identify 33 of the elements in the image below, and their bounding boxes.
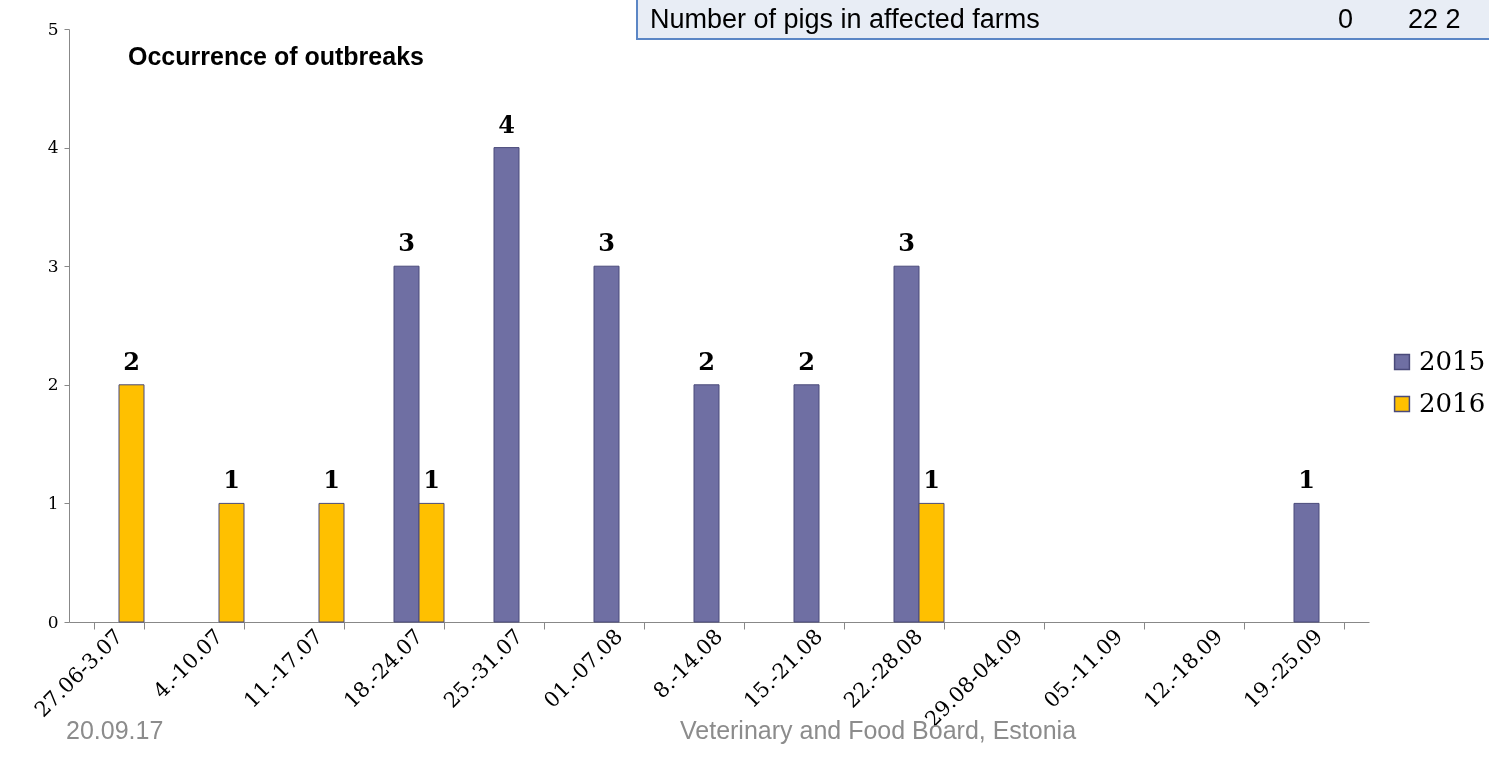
bar (793, 384, 820, 623)
legend-label: 2015 (1419, 346, 1486, 376)
y-tick-label: 3 (47, 255, 59, 276)
data-label: 1 (423, 465, 440, 495)
text: Occurrence of outbreaks (128, 42, 424, 71)
y-tick-label: 1 (47, 492, 59, 513)
text: 20.09.17 (66, 716, 164, 745)
annotation: Number of pigs in affected farms (650, 4, 1040, 35)
bar (493, 147, 520, 623)
data-label: 4 (498, 109, 515, 139)
annotation: 0 (1338, 4, 1354, 35)
y-tick-label: 4 (47, 137, 59, 158)
data-label: 2 (123, 346, 140, 376)
bar (1293, 502, 1320, 623)
bar (118, 384, 145, 623)
text: 22 2 (1408, 4, 1461, 35)
bar (318, 502, 345, 623)
bar (218, 502, 245, 623)
data-label: 2 (798, 346, 815, 376)
data-label: 3 (898, 228, 915, 258)
data-label: 3 (598, 228, 615, 258)
y-tick-label: 2 (47, 374, 59, 395)
data-label: 1 (323, 465, 340, 495)
data-label: 3 (398, 228, 415, 258)
data-label: 2 (698, 346, 715, 376)
bar (593, 265, 620, 623)
data-label: 1 (223, 465, 240, 495)
y-tick-label: 0 (47, 611, 59, 632)
y-tick-label: 5 (47, 18, 59, 39)
data-label: 1 (1298, 465, 1315, 495)
data-label: 1 (923, 465, 940, 495)
legend-label: 2016 (1419, 388, 1486, 418)
bar (693, 384, 720, 623)
